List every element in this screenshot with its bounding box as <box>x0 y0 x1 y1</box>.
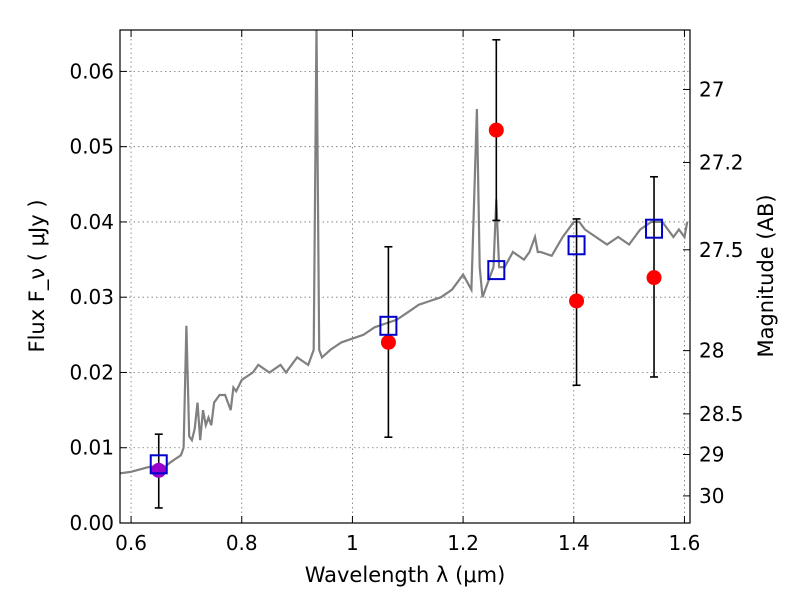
axis-ticks: 0.6 0.8 1 1.2 1.4 1.6 0.00 0.01 0.02 0.03 0.04 0.05… <box>69 30 744 555</box>
observed-point <box>646 270 662 286</box>
error-bars <box>154 38 659 509</box>
model-point <box>645 218 664 239</box>
y2-tick-label: 30 <box>699 484 724 508</box>
grid <box>120 30 690 524</box>
observed-point <box>488 122 504 138</box>
spectrum-series <box>120 30 689 475</box>
model-series <box>149 218 664 475</box>
y2-tick-label: 27.5 <box>699 238 744 262</box>
y2-tick-label: 27 <box>699 77 724 101</box>
y2-tick-label: 28 <box>699 339 724 363</box>
x-tick-label: 1.6 <box>669 531 701 555</box>
y-tick-label: 0.01 <box>69 436 114 460</box>
observed-point <box>569 293 585 309</box>
x-tick-label: 1.2 <box>447 531 479 555</box>
y-tick-label: 0.02 <box>69 360 114 384</box>
y-tick-label: 0.03 <box>69 285 114 309</box>
y-axis-label: Flux F_ν ( μJy ) <box>25 199 50 352</box>
spectrum-line <box>120 30 689 475</box>
y2-axis-label: Magnitude (AB) <box>754 194 778 357</box>
y2-tick-label: 27.2 <box>699 150 744 174</box>
x-tick-label: 0.8 <box>226 531 258 555</box>
y-tick-label: 0.04 <box>69 210 114 234</box>
x-tick-label: 1 <box>346 531 359 555</box>
x-axis-label: Wavelength λ (μm) <box>305 563 506 587</box>
x-tick-label: 0.6 <box>115 531 147 555</box>
y-tick-label: 0.06 <box>69 59 114 83</box>
y-tick-label: 0.00 <box>69 511 114 535</box>
observed-point <box>151 462 167 478</box>
model-point <box>379 315 398 336</box>
observed-series <box>151 122 662 478</box>
model-point <box>487 260 506 281</box>
plot-frame <box>119 29 691 524</box>
x-tick-label: 1.4 <box>558 531 590 555</box>
model-point <box>149 454 168 475</box>
y-tick-label: 0.05 <box>69 135 114 159</box>
observed-point <box>380 334 396 350</box>
y2-tick-label: 28.5 <box>699 402 744 426</box>
model-point <box>567 235 586 256</box>
y2-tick-label: 29 <box>699 443 724 467</box>
